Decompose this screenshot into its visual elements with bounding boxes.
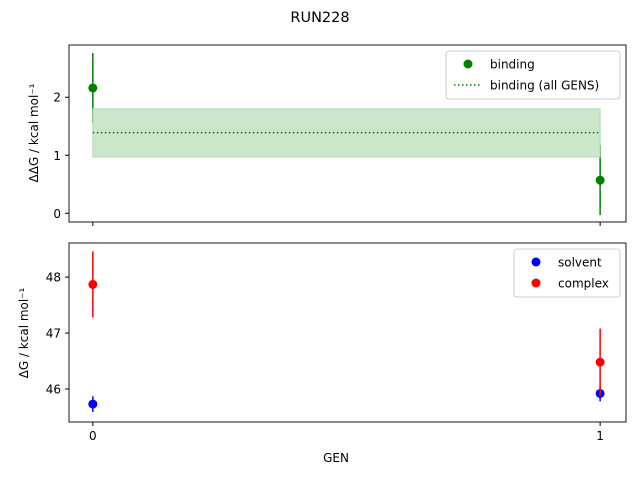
data-point xyxy=(88,399,98,409)
bottom-y-axis-label: ΔG / kcal mol⁻¹ xyxy=(17,287,31,378)
x-tick-label: 1 xyxy=(596,429,604,443)
figure-title: RUN228 xyxy=(290,10,349,26)
y-tick-label: 48 xyxy=(46,271,61,285)
legend-marker xyxy=(531,278,541,288)
top-y-axis-label: ΔΔG / kcal mol⁻¹ xyxy=(27,83,41,182)
legend xyxy=(445,50,621,100)
legend xyxy=(513,248,621,298)
y-tick-label: 0 xyxy=(53,207,61,221)
legend-marker xyxy=(463,59,473,69)
axes-frame xyxy=(68,242,627,423)
legend-label: complex xyxy=(558,277,609,291)
legend-label: solvent xyxy=(558,256,602,270)
data-point xyxy=(595,175,605,185)
x-axis-label: GEN xyxy=(323,451,349,465)
axes-frame xyxy=(68,44,627,223)
data-point xyxy=(88,83,98,93)
top-axes: 0 1 2 binding binding (all GENS) xyxy=(53,44,627,226)
y-tick-label: 2 xyxy=(53,91,61,105)
data-point xyxy=(595,357,605,367)
legend-marker xyxy=(531,257,541,267)
x-tick-label: 0 xyxy=(89,429,97,443)
y-tick-label: 47 xyxy=(46,327,61,341)
legend-label: binding (all GENS) xyxy=(490,79,599,93)
y-tick-label: 46 xyxy=(46,382,61,396)
y-tick-label: 1 xyxy=(53,149,61,163)
data-point xyxy=(88,279,98,289)
bottom-axes: 46 47 48 0 1 solvent complex xyxy=(46,242,627,443)
legend-label: binding xyxy=(490,58,535,72)
